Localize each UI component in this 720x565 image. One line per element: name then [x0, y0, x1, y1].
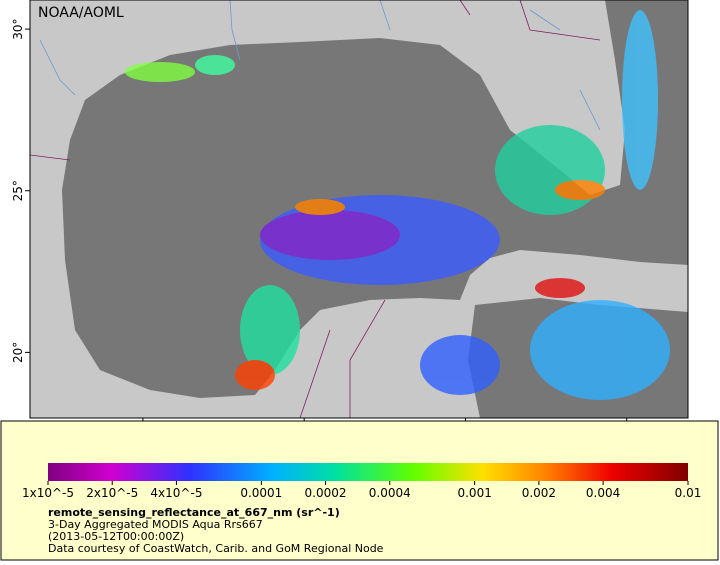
y-tick-label: 25°: [11, 180, 25, 201]
colorbar-tick-label: 0.0001: [240, 486, 282, 500]
rivers: [39, 0, 601, 131]
y-tick-label: 30°: [11, 18, 25, 39]
y-tick-label: 20°: [11, 342, 25, 363]
colorbar: [48, 463, 688, 481]
description-line: (2013-05-12T00:00:00Z): [48, 530, 184, 543]
colorbar-tick-label: 0.0002: [305, 486, 347, 500]
description-line: Data courtesy of CoastWatch, Carib. and …: [48, 542, 384, 555]
colorbar-tick-label: 4x10^-5: [150, 486, 202, 500]
reflectance-overlay: [125, 10, 670, 400]
map-area: [30, 0, 688, 418]
colorbar-tick-label: 2x10^-5: [86, 486, 138, 500]
legend-panel: [0, 420, 719, 561]
variable-name: remote_sensing_reflectance_at_667_nm (sr…: [48, 506, 340, 519]
description-line: 3-Day Aggregated MODIS Aqua Rrs667: [48, 518, 263, 531]
colorbar-tick-label: 0.01: [675, 486, 702, 500]
colorbar-ticks: 1x10^-5 2x10^-5 4x10^-5 0.0001 0.0002 0.0004 0…: [22, 481, 701, 500]
colorbar-tick-label: 1x10^-5: [22, 486, 74, 500]
map-frame: [29, 0, 689, 419]
borders: [30, 0, 601, 418]
colorbar-tick-label: 0.004: [586, 486, 620, 500]
colorbar-tick-label: 0.0004: [369, 486, 411, 500]
credit: NOAA/AOML: [38, 5, 124, 21]
colorbar-tick-label: 0.001: [457, 486, 491, 500]
colorbar-tick-label: 0.002: [522, 486, 556, 500]
